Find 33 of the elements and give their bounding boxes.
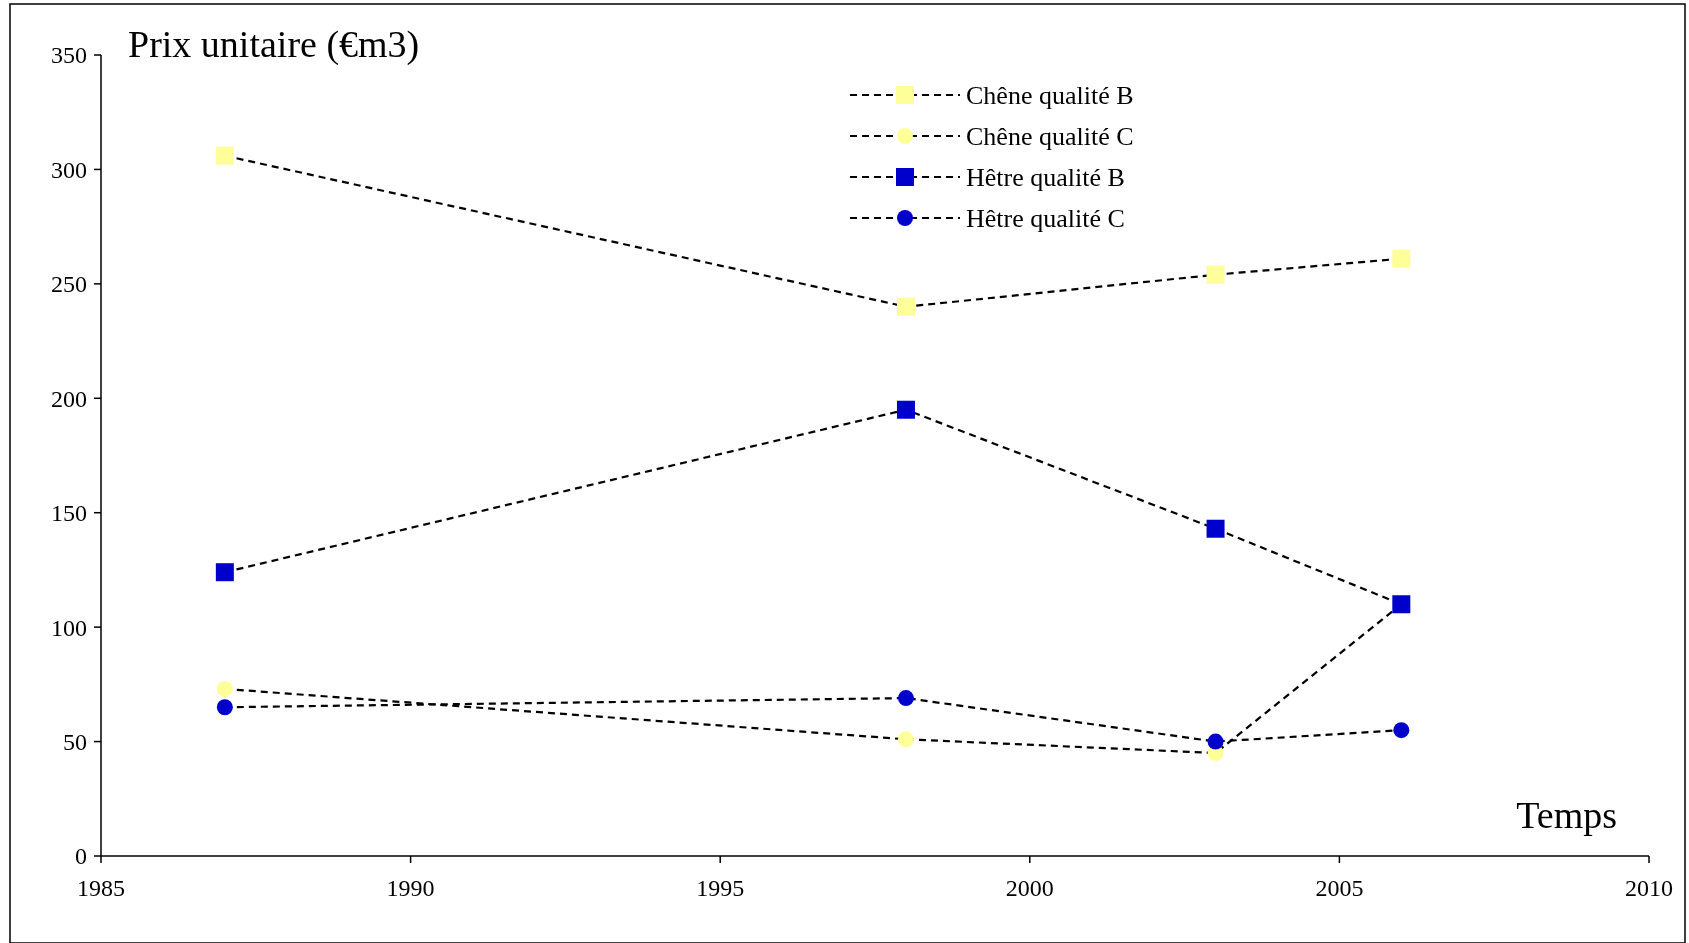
point [1206, 265, 1225, 284]
point [1207, 733, 1224, 750]
point [1206, 519, 1225, 538]
point [1392, 249, 1411, 268]
x-tick-label: 1995 [696, 875, 745, 901]
x-axis-title: Temps [1516, 794, 1617, 836]
point [216, 680, 233, 697]
y-tick-label: 350 [51, 42, 87, 69]
y-tick-label: 150 [51, 500, 87, 527]
x-tick-label: 2000 [1005, 875, 1054, 901]
point [215, 563, 234, 582]
point [896, 297, 915, 316]
y-tick-label: 100 [51, 614, 87, 641]
legend-label: Hêtre qualité C [966, 204, 1125, 234]
x-tick-label: 2005 [1315, 875, 1364, 901]
y-tick-label: 50 [63, 728, 87, 755]
point [216, 699, 233, 716]
legend-label: Chêne qualité B [966, 81, 1134, 111]
y-tick-label: 200 [51, 385, 87, 412]
x-tick-label: 1985 [77, 875, 125, 901]
point [896, 400, 915, 419]
y-tick-label: 300 [51, 156, 87, 183]
y-axis-title: Prix unitaire (€m3) [128, 23, 420, 66]
legend-label: Chêne qualité C [966, 122, 1134, 152]
point [1393, 722, 1410, 739]
legend-label: Hêtre qualité B [966, 163, 1125, 193]
point [215, 146, 234, 165]
point [897, 690, 914, 707]
x-tick-label: 2010 [1625, 875, 1673, 901]
point [897, 731, 914, 748]
y-tick-label: 0 [75, 843, 87, 870]
y-tick-label: 250 [51, 271, 87, 298]
x-tick-label: 1990 [386, 875, 435, 901]
